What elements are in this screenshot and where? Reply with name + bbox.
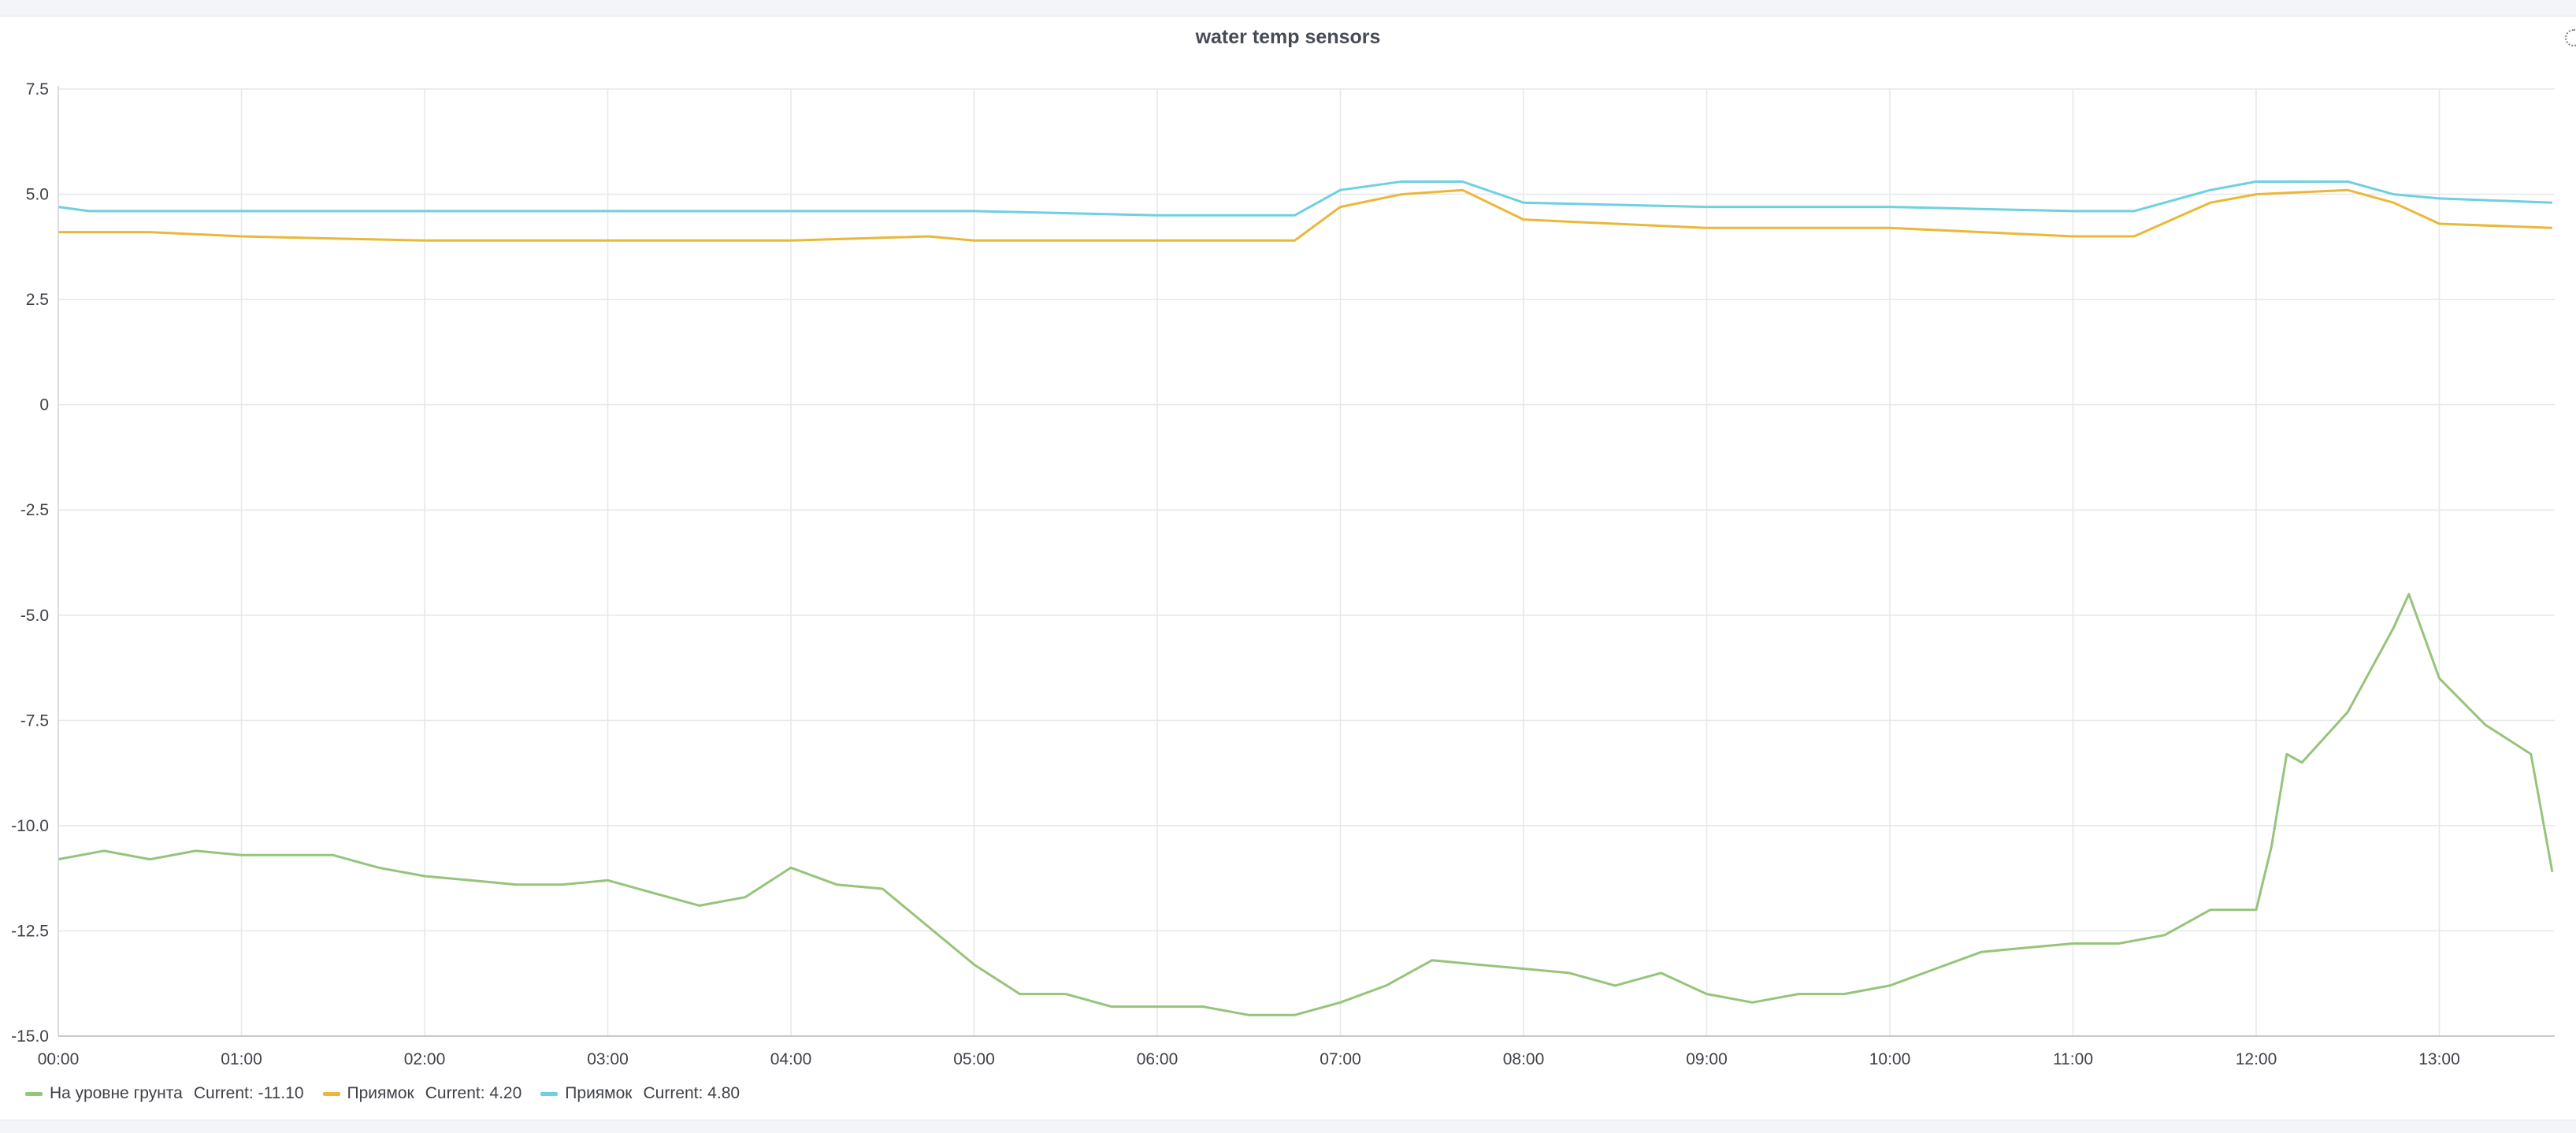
legend-current-value: Current: 4.80 [643,1084,741,1102]
y-tick-label: -7.5 [20,711,49,730]
series-pit-blue-line[interactable] [58,180,2552,217]
x-tick-label: 02:00 [404,1050,446,1068]
x-tick-label: 00:00 [38,1050,80,1068]
x-tick-label: 07:00 [1320,1050,1361,1068]
y-tick-label: 7.5 [26,80,49,98]
y-tick-label: -15.0 [11,1027,49,1046]
x-tick-label: 08:00 [1503,1050,1545,1068]
legend-current-value: Current: 4.20 [425,1084,522,1102]
y-tick-label: -10.0 [11,817,49,835]
x-tick-label: 12:00 [2236,1050,2277,1068]
y-tick-label: -5.0 [20,607,49,625]
series-pit-yellow-line[interactable] [58,188,2552,242]
legend-series-name: На уровне грунта [50,1084,183,1102]
y-tick-label: 0 [39,396,49,414]
x-tick-label: 13:00 [2418,1050,2460,1068]
x-tick-label: 09:00 [1686,1050,1728,1068]
y-tick-label: 2.5 [26,291,49,309]
x-tick-label: 10:00 [1869,1050,1911,1068]
graph-panel: water temp sensors 7.5 5.0 2.5 0 -2.5 -5.0 -7.… [0,16,2576,1120]
legend-item[interactable]: Приямок Current: 4.20 [322,1084,522,1103]
legend-item[interactable]: Приямок Current: 4.80 [540,1084,740,1103]
y-tick-label: -2.5 [20,501,49,519]
x-tick-label: 06:00 [1137,1050,1179,1068]
x-tick-label: 01:00 [221,1050,262,1068]
legend-series-name: Приямок [347,1084,414,1102]
x-tick-label: 11:00 [2053,1050,2093,1068]
y-tick-label: 5.0 [26,186,49,204]
legend: На уровне грунта Current: -11.10 Приямок Cu… [25,1084,740,1103]
legend-swatch [25,1091,43,1096]
legend-current-value: Current: -11.10 [193,1084,304,1102]
legend-series-name: Приямок [565,1084,633,1102]
y-tick-label: -12.5 [11,922,49,940]
x-tick-label: 03:00 [587,1050,629,1068]
x-tick-label: 04:00 [770,1050,812,1068]
series-ground-level-line[interactable] [58,593,2554,1016]
legend-item[interactable]: На уровне грунта Current: -11.10 [25,1084,304,1103]
x-tick-label: 05:00 [953,1050,995,1068]
line-chart[interactable]: 7.5 5.0 2.5 0 -2.5 -5.0 -7.5 -10.0 -12.5 -15.0 00:… [0,17,2576,1121]
loading-spinner-icon [2565,29,2576,46]
panel-title[interactable]: water temp sensors [1195,26,1381,48]
legend-swatch [322,1091,340,1096]
legend-swatch [540,1091,559,1096]
